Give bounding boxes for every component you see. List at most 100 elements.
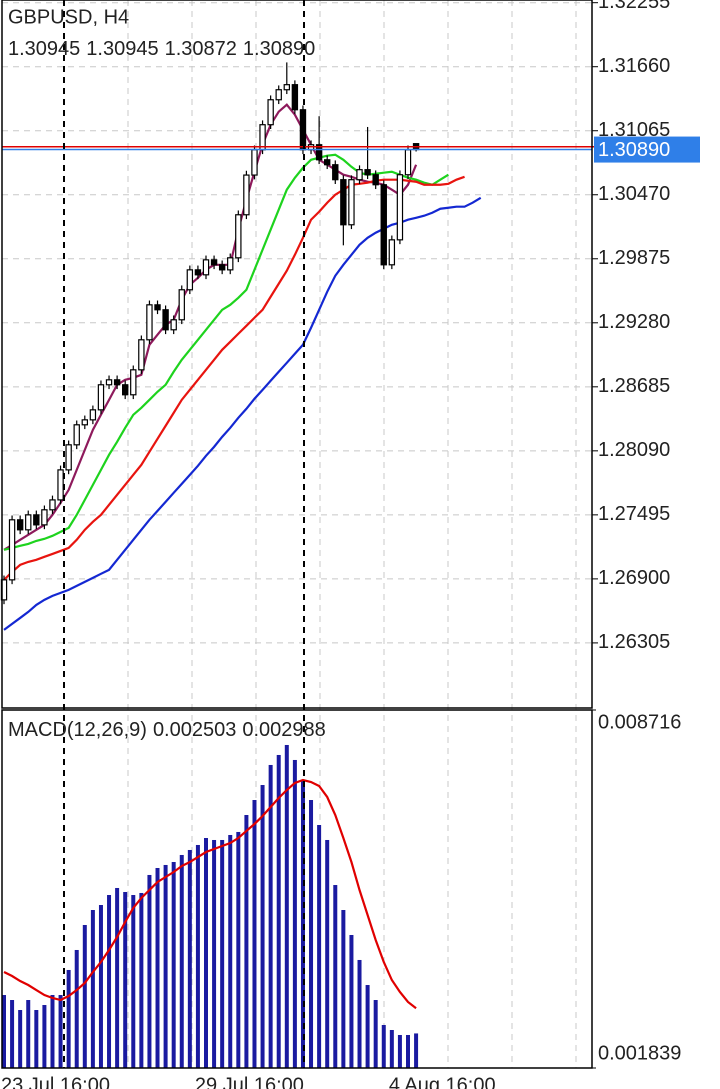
candle-body: [162, 309, 169, 331]
candle-body: [283, 84, 291, 91]
price-pane-frame: [1, 0, 593, 709]
candle-body: [25, 514, 32, 531]
candle-body: [49, 499, 56, 511]
histogram-bar: [212, 839, 217, 1068]
histogram-bar: [10, 1000, 15, 1068]
candle-body: [235, 214, 242, 259]
y-tick-label: 1.31660: [598, 55, 670, 77]
candle-body: [218, 264, 226, 271]
candle-body: [388, 239, 396, 266]
candle-body: [340, 179, 347, 226]
candle-body: [356, 169, 363, 181]
low-label: 1.30872: [165, 38, 237, 60]
histogram-bar: [195, 844, 200, 1068]
histogram-bar: [365, 985, 370, 1068]
candle-body: [154, 304, 161, 311]
open-label: 1.30945: [8, 38, 80, 60]
candle-body: [146, 304, 153, 341]
histogram-bar: [341, 910, 346, 1068]
histogram-bar: [357, 959, 362, 1068]
histogram-bar: [155, 867, 160, 1068]
histogram-bar: [373, 1000, 378, 1068]
y-tick-label: 0.001839: [598, 1042, 681, 1064]
histogram-bar: [381, 1025, 386, 1068]
histogram-bar: [26, 1000, 31, 1068]
histogram-bar: [139, 892, 144, 1068]
histogram-bar: [284, 744, 289, 1068]
histogram-bar: [268, 764, 273, 1068]
histogram-bar: [309, 800, 314, 1068]
candle-body: [97, 384, 105, 411]
bid-price-label: 1.30890: [598, 139, 670, 161]
x-tick-label: 23 Jul 16:00: [1, 1074, 110, 1089]
y-tick-label: 1.30470: [598, 183, 670, 205]
y-tick-label: 1.32255: [598, 0, 670, 13]
signal-value: 0.002988: [242, 719, 325, 741]
y-tick-label: 1.26900: [598, 567, 670, 589]
grid: [2, 0, 592, 1068]
candle-body: [170, 319, 177, 331]
y-tick-label: 1.31065: [598, 119, 670, 141]
histogram-bar: [107, 895, 112, 1068]
histogram-bar: [66, 969, 71, 1068]
candle-body: [267, 99, 274, 126]
candle-body: [33, 514, 40, 526]
candle-body: [16, 519, 24, 531]
histogram-bar: [228, 834, 233, 1068]
y-tick-label: 1.29875: [598, 247, 670, 269]
histogram-bar: [236, 831, 241, 1068]
histogram-bar: [389, 1029, 394, 1068]
histogram-bar: [131, 895, 136, 1068]
candle-body: [396, 174, 404, 241]
macd-title: MACD(12,26,9) 0.002503 0.002988: [8, 719, 326, 741]
histogram-bar: [244, 815, 249, 1068]
candle-body: [202, 259, 210, 276]
bid-price-box: [594, 136, 700, 163]
candle-body: [8, 519, 16, 581]
macd-pane-frame: [1, 709, 593, 1069]
macd-name: MACD(12,26,9): [8, 719, 147, 741]
candle-body: [210, 259, 218, 266]
histogram-bar: [2, 995, 6, 1068]
histogram-bar: [147, 874, 152, 1068]
histogram-bar: [204, 838, 208, 1068]
histogram-bar: [115, 887, 120, 1068]
candle-body: [130, 369, 137, 396]
candle-body: [324, 159, 331, 166]
histogram-bar: [252, 800, 257, 1068]
candle-body: [372, 174, 379, 186]
histogram-bar: [179, 854, 184, 1068]
histogram-bar: [18, 1010, 23, 1068]
candle-body: [227, 257, 234, 271]
axes: 1.32255 1.31660 1.31065 1.30470 1.29875 1.292…: [1, 0, 700, 1089]
close-label: 1.30890: [243, 38, 315, 60]
histogram-bar: [349, 934, 354, 1068]
histogram-bar: [74, 949, 79, 1068]
candle-body: [65, 444, 72, 471]
candle-body: [348, 179, 355, 226]
histogram-bar: [123, 891, 128, 1068]
marks: [0, 62, 700, 1068]
moving-average-line: [3, 153, 449, 551]
histogram-bar: [325, 839, 330, 1068]
last-bar-ohlc: 1.30945 1.30945 1.30872 1.30890: [8, 38, 315, 60]
candle-body: [113, 379, 121, 386]
signal-line: [3, 778, 417, 1010]
histogram-bar: [34, 1010, 39, 1068]
candle-body: [41, 509, 48, 526]
histogram-bar: [397, 1034, 402, 1068]
histogram-bar: [333, 885, 338, 1068]
candle-body: [81, 419, 88, 426]
candle-body: [73, 424, 80, 446]
histogram-bar: [82, 924, 87, 1068]
histogram-bar: [50, 995, 55, 1068]
macd-value: 0.002503: [153, 719, 236, 741]
x-tick-label: 29 Jul 16:00: [195, 1074, 304, 1089]
chart-title: GBPUSD, H4: [8, 6, 129, 28]
candle-body: [121, 384, 129, 396]
histogram-bar: [58, 995, 63, 1068]
y-tick-label: 1.28685: [598, 375, 670, 397]
candle-body: [194, 269, 202, 276]
